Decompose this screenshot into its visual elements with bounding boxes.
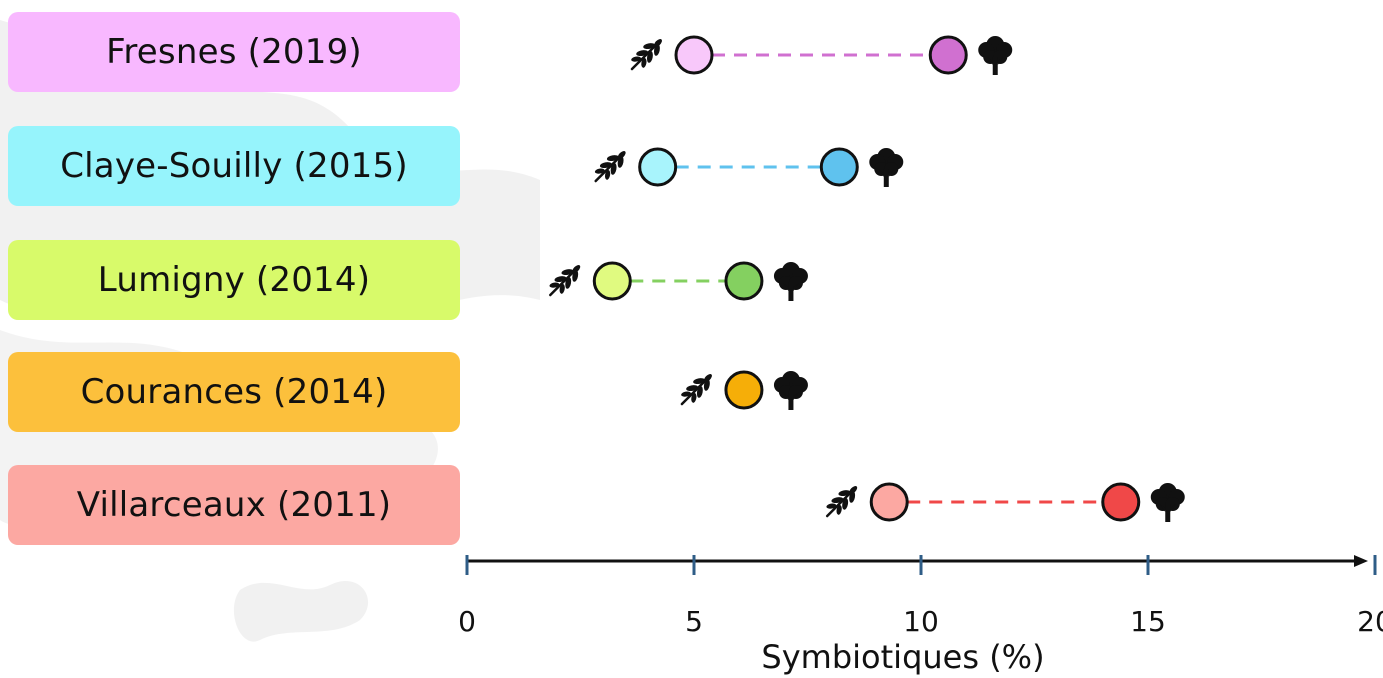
chart-marks: [547, 35, 1185, 522]
wheat-icon: [629, 36, 665, 71]
x-tick-label: 5: [685, 605, 703, 638]
x-tick-label: 10: [903, 605, 939, 638]
x-axis-title: Symbiotiques (%): [761, 638, 1044, 676]
low-value-point: [592, 261, 632, 301]
low-value-point: [638, 147, 678, 187]
tree-icon: [869, 148, 904, 187]
site-label-villarceaux: Villarceaux (2011): [8, 465, 460, 545]
site-label-fresnes: Fresnes (2019): [8, 12, 460, 92]
low-value-point: [674, 35, 714, 75]
value-point: [724, 370, 764, 410]
site-label-text: Claye-Souilly (2015): [60, 146, 408, 186]
x-axis-ticks: 0 5 10 15 20: [458, 555, 1383, 638]
x-tick-label: 0: [458, 605, 476, 638]
site-label-courances: Courances (2014): [8, 352, 460, 432]
site-label-text: Courances (2014): [80, 372, 388, 412]
site-label-text: Lumigny (2014): [97, 260, 371, 300]
low-value-point: [869, 482, 909, 522]
tree-icon: [773, 371, 808, 410]
high-value-point: [724, 261, 764, 301]
tree-icon: [1150, 483, 1185, 522]
site-label-claye-souilly: Claye-Souilly (2015): [8, 126, 460, 206]
wheat-icon: [824, 483, 860, 518]
wheat-icon: [679, 371, 715, 406]
wheat-icon: [593, 148, 629, 183]
high-value-point: [1101, 482, 1141, 522]
x-tick-label: 20: [1357, 605, 1383, 638]
tree-icon: [978, 36, 1013, 75]
high-value-point: [928, 35, 968, 75]
site-label-text: Villarceaux (2011): [76, 485, 392, 525]
wheat-icon: [547, 262, 583, 297]
tree-icon: [773, 262, 808, 301]
site-label-lumigny: Lumigny (2014): [8, 240, 460, 320]
high-value-point: [819, 147, 859, 187]
site-label-text: Fresnes (2019): [106, 32, 362, 72]
x-tick-label: 15: [1130, 605, 1166, 638]
